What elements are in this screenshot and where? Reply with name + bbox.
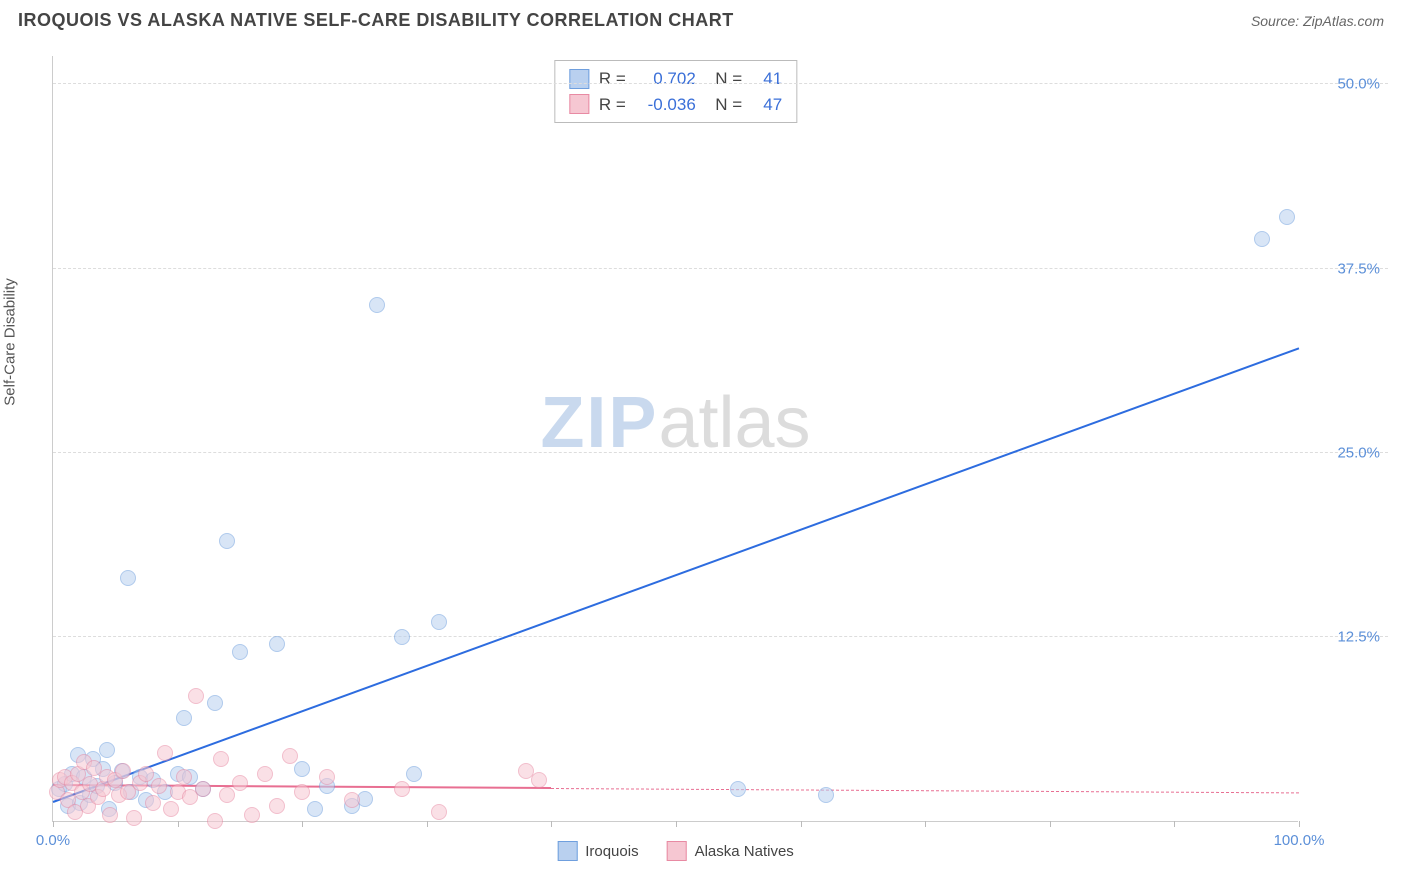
trend-line xyxy=(53,348,1300,804)
data-point xyxy=(102,807,118,823)
correlation-row: R = 0.702 N = 41 xyxy=(569,66,782,92)
x-tick xyxy=(676,821,677,827)
data-point xyxy=(99,742,115,758)
y-axis-label: Self-Care Disability xyxy=(2,278,19,406)
r-label: R = xyxy=(599,66,626,92)
data-point xyxy=(120,570,136,586)
data-point xyxy=(1254,231,1270,247)
x-tick xyxy=(178,821,179,827)
x-tick xyxy=(302,821,303,827)
data-point xyxy=(269,636,285,652)
legend-item: Alaska Natives xyxy=(667,841,794,861)
data-point xyxy=(244,807,260,823)
data-point xyxy=(219,533,235,549)
legend-swatch xyxy=(557,841,577,861)
x-tick xyxy=(427,821,428,827)
x-tick xyxy=(801,821,802,827)
correlation-box: R = 0.702 N = 41 R = -0.036 N = 47 xyxy=(554,60,797,123)
x-tick-label: 0.0% xyxy=(36,832,70,849)
data-point xyxy=(176,710,192,726)
x-tick xyxy=(551,821,552,827)
x-tick xyxy=(1174,821,1175,827)
grid-line xyxy=(53,268,1388,269)
data-point xyxy=(157,745,173,761)
data-point xyxy=(219,787,235,803)
data-point xyxy=(232,775,248,791)
n-value: 47 xyxy=(752,92,782,118)
data-point xyxy=(1279,209,1295,225)
x-tick-label: 100.0% xyxy=(1274,832,1325,849)
y-tick-label: 12.5% xyxy=(1337,628,1380,645)
data-point xyxy=(207,695,223,711)
data-point xyxy=(188,688,204,704)
data-point xyxy=(307,801,323,817)
chart-container: Self-Care Disability ZIPatlas R =0.702 N… xyxy=(18,50,1388,872)
data-point xyxy=(163,801,179,817)
y-tick-label: 25.0% xyxy=(1337,444,1380,461)
y-tick-label: 37.5% xyxy=(1337,260,1380,277)
source-name: ZipAtlas.com xyxy=(1303,13,1384,29)
legend-swatch xyxy=(569,94,589,114)
data-point xyxy=(531,772,547,788)
n-label: N = xyxy=(706,92,742,118)
plot-area: ZIPatlas R =0.702 N =41R =-0.036 N =47 I… xyxy=(52,56,1298,822)
trend-line-extrapolated xyxy=(551,788,1299,793)
grid-line xyxy=(53,636,1388,637)
data-point xyxy=(431,614,447,630)
data-point xyxy=(344,792,360,808)
data-point xyxy=(195,781,211,797)
data-point xyxy=(213,751,229,767)
legend-swatch xyxy=(569,69,589,89)
correlation-row: R = -0.036 N = 47 xyxy=(569,92,782,118)
data-point xyxy=(151,778,167,794)
data-point xyxy=(294,761,310,777)
data-point xyxy=(145,795,161,811)
legend-bottom: Iroquois Alaska Natives xyxy=(557,841,794,861)
chart-title: IROQUOIS VS ALASKA NATIVE SELF-CARE DISA… xyxy=(18,10,734,31)
data-point xyxy=(394,781,410,797)
data-point xyxy=(369,297,385,313)
data-point xyxy=(232,644,248,660)
n-value: 41 xyxy=(752,66,782,92)
data-point xyxy=(818,787,834,803)
data-point xyxy=(394,629,410,645)
data-point xyxy=(282,748,298,764)
data-point xyxy=(294,784,310,800)
data-point xyxy=(730,781,746,797)
y-tick-label: 50.0% xyxy=(1337,76,1380,93)
x-tick xyxy=(1050,821,1051,827)
r-value: -0.036 xyxy=(636,92,696,118)
data-point xyxy=(269,798,285,814)
data-point xyxy=(319,769,335,785)
data-point xyxy=(176,769,192,785)
x-tick xyxy=(53,821,54,827)
grid-line xyxy=(53,452,1388,453)
grid-line xyxy=(53,83,1388,84)
data-point xyxy=(257,766,273,782)
data-point xyxy=(406,766,422,782)
x-tick xyxy=(1299,821,1300,827)
x-tick xyxy=(925,821,926,827)
source-attribution: Source: ZipAtlas.com xyxy=(1251,13,1384,29)
legend-label: Iroquois xyxy=(585,843,638,860)
legend-label: Alaska Natives xyxy=(695,843,794,860)
legend-swatch xyxy=(667,841,687,861)
n-label: N = xyxy=(706,66,742,92)
data-point xyxy=(115,763,131,779)
data-point xyxy=(431,804,447,820)
legend-item: Iroquois xyxy=(557,841,638,861)
r-value: 0.702 xyxy=(636,66,696,92)
r-label: R = xyxy=(599,92,626,118)
source-prefix: Source: xyxy=(1251,13,1303,29)
data-point xyxy=(126,810,142,826)
data-point xyxy=(207,813,223,829)
